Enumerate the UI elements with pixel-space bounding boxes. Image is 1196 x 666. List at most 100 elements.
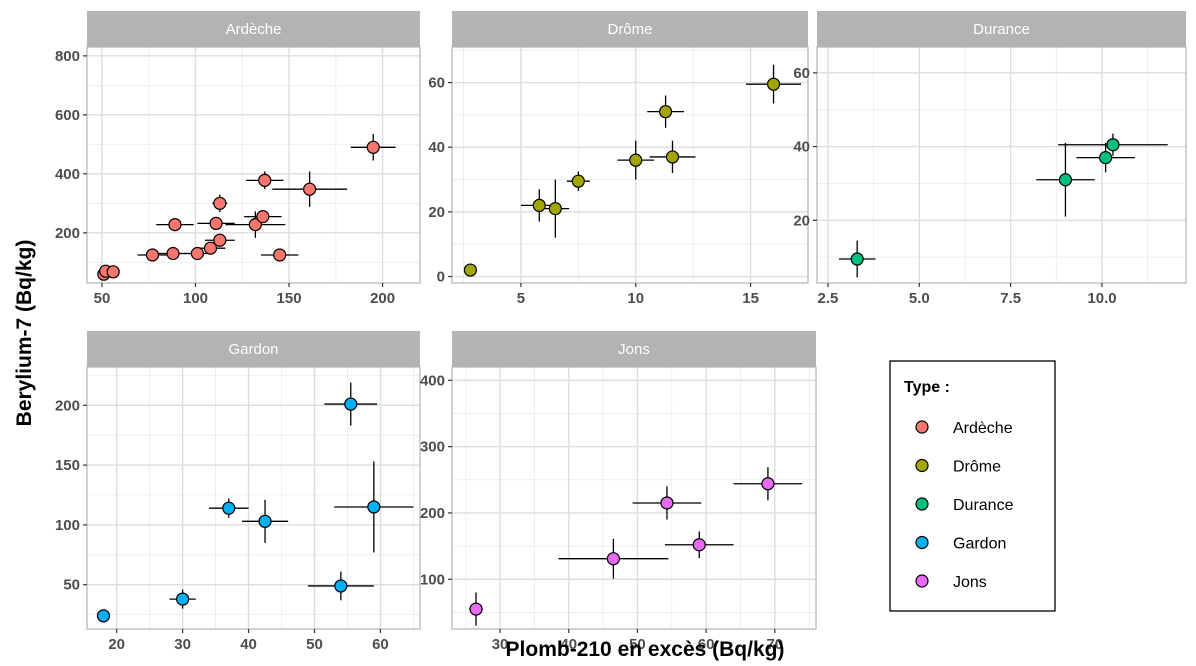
data-point-gardon [222, 501, 236, 515]
data-point-durance [1106, 138, 1120, 152]
data-point-drome [665, 150, 680, 164]
data-point-drome [629, 153, 643, 167]
legend-label-jons: Jons [953, 574, 987, 591]
y-tick-label: 200 [55, 397, 80, 414]
panel-drome: Drôme 5 10 15 0 20 40 60 [428, 11, 809, 307]
panel-jons: Jons 30 40 50 60 70 100 200 300 400 [420, 331, 817, 653]
y-tick-label: 100 [55, 517, 80, 534]
legend-key-gardon [915, 535, 929, 550]
x-tick-label: 50 [306, 636, 323, 653]
data-point-gardon [96, 609, 111, 623]
x-tick-label: 30 [174, 636, 191, 653]
x-tick-label: 40 [240, 636, 257, 653]
y-tick-label: 60 [428, 75, 445, 92]
legend-key-durance [915, 497, 929, 511]
panel-background [452, 47, 808, 283]
data-point-ardeche [166, 246, 180, 261]
legend-label-gardon: Gardon [953, 536, 1006, 553]
y-tick-label: 20 [793, 212, 810, 229]
x-tick-label: 70 [766, 636, 783, 653]
data-point-drome [766, 77, 781, 91]
legend: Type : Ardèche Drôme Durance Gardon Jons [889, 360, 1056, 612]
data-point-drome [658, 105, 673, 119]
y-tick-label: 400 [55, 166, 80, 183]
data-point-ardeche [145, 248, 160, 262]
x-tick-label: 2.5 [818, 290, 839, 307]
y-tick-label: 100 [420, 571, 445, 588]
legend-key-jons [915, 574, 929, 588]
data-point-gardon [258, 514, 272, 528]
strip-ardeche [87, 11, 420, 47]
y-tick-label: 600 [55, 107, 80, 124]
y-tick-label: 40 [428, 139, 445, 156]
panel-background [817, 47, 1186, 283]
data-point-durance [1099, 151, 1113, 165]
x-tick-label: 200 [370, 290, 395, 307]
strip-durance [817, 11, 1186, 47]
x-tick-label: 15 [742, 290, 759, 307]
data-point-ardeche [213, 196, 227, 210]
y-tick-label: 200 [420, 505, 445, 522]
y-tick-label: 150 [55, 457, 80, 474]
data-point-drome [571, 174, 585, 188]
y-tick-label: 60 [793, 65, 810, 82]
data-point-ardeche [213, 233, 227, 247]
data-point-ardeche [248, 217, 262, 232]
legend-key-drome [915, 458, 929, 473]
panel-border [86, 46, 421, 284]
data-point-ardeche [258, 173, 272, 187]
data-point-ardeche [209, 216, 223, 231]
data-point-jons [692, 538, 706, 552]
x-tick-label: 100 [183, 290, 208, 307]
data-point-durance [1058, 173, 1073, 187]
data-point-ardeche [273, 248, 287, 262]
y-tick-label: 300 [420, 439, 445, 456]
strip-label-ardeche: Ardèche [226, 21, 282, 38]
legend-label-durance: Durance [953, 497, 1014, 514]
x-tick-label: 5 [517, 290, 525, 307]
data-point-jons [660, 496, 674, 510]
x-tick-label: 5.0 [909, 290, 930, 307]
x-tick-label: 60 [698, 636, 715, 653]
strip-label-drome: Drôme [607, 21, 652, 38]
legend-box [889, 360, 1056, 612]
panel-ardeche: Ardèche 50 100 150 200 200 400 600 800 [55, 11, 421, 307]
data-point-gardon [176, 592, 190, 606]
legend-key-ardeche [915, 420, 929, 434]
x-tick-label: 150 [277, 290, 302, 307]
data-point-ardeche [106, 265, 120, 279]
y-tick-label: 200 [55, 225, 80, 242]
legend-label-drome: Drôme [953, 459, 1001, 476]
x-tick-label: 40 [560, 636, 577, 653]
x-tick-label: 10.0 [1087, 290, 1116, 307]
y-tick-label: 20 [428, 204, 445, 221]
data-point-drome [548, 202, 562, 216]
panel-background [87, 47, 420, 283]
strip-label-durance: Durance [973, 21, 1030, 38]
panel-border [86, 366, 421, 630]
data-point-durance [850, 252, 864, 266]
data-point-gardon [344, 397, 358, 411]
y-tick-label: 400 [420, 372, 445, 389]
x-tick-label: 50 [94, 290, 111, 307]
panel-gardon: Gardon 20 30 40 50 60 50 100 150 200 [55, 331, 421, 653]
panel-border [816, 46, 1187, 284]
strip-label-jons: Jons [618, 341, 650, 358]
x-tick-label: 7.5 [1000, 290, 1021, 307]
data-point-ardeche [256, 210, 270, 224]
x-tick-label: 60 [372, 636, 389, 653]
data-point-ardeche [168, 217, 182, 232]
panel-background [87, 367, 420, 629]
strip-label-gardon: Gardon [228, 341, 278, 358]
data-point-ardeche [203, 241, 218, 255]
data-point-jons [469, 602, 483, 616]
x-tick-label: 20 [108, 636, 125, 653]
panel-background [452, 367, 816, 629]
y-tick-label: 40 [793, 139, 810, 156]
y-axis-title: Berylium-7 (Bq/kg) [13, 240, 36, 427]
x-tick-label: 50 [629, 636, 646, 653]
legend-title: Type : [904, 379, 950, 396]
data-point-drome [463, 263, 477, 277]
